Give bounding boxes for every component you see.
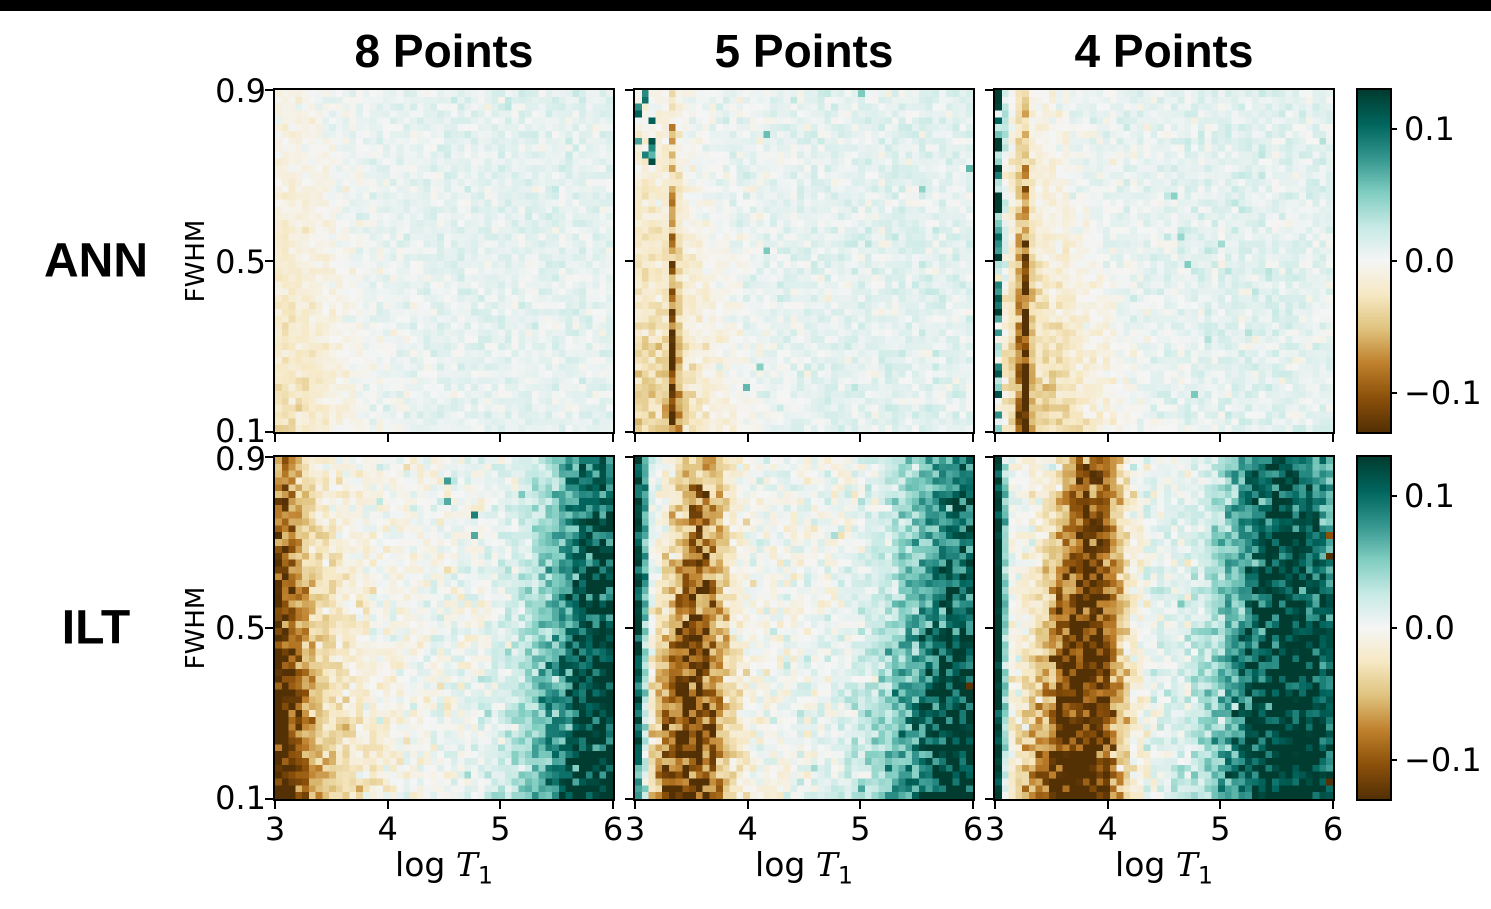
- top-border-bar: [0, 0, 1491, 11]
- colorbar-tick-label: 0.0: [1404, 242, 1455, 280]
- colorbar-tick-mark: [1390, 128, 1397, 131]
- x-tick-label: 4: [1097, 810, 1118, 848]
- row-label-ilt: ILT: [61, 601, 131, 655]
- heatmap-canvas: [995, 457, 1333, 799]
- x-tick-mark: [972, 801, 974, 809]
- colorbar-tick-mark: [1390, 758, 1397, 761]
- y-tick-mark: [265, 260, 273, 262]
- y-tick-label: 0.5: [215, 609, 266, 647]
- x-tick-label: 5: [1210, 810, 1231, 848]
- y-tick-mark: [265, 798, 273, 800]
- y-tick-mark: [985, 627, 993, 629]
- x-tick-mark: [612, 801, 614, 809]
- x-tick-label: 5: [850, 810, 871, 848]
- column-title-4-points: 4 Points: [1074, 25, 1254, 77]
- y-tick-mark: [265, 89, 273, 91]
- heatmap-panel-ilt-5-points: [633, 455, 975, 801]
- x-tick-mark: [1106, 801, 1109, 809]
- x-tick-mark: [499, 801, 502, 809]
- heatmap-canvas: [995, 90, 1333, 432]
- y-tick-label: 0.1: [215, 779, 266, 817]
- heatmap-canvas: [275, 457, 613, 799]
- heatmap-panel-ann-4-points: [993, 88, 1335, 434]
- x-tick-label: 4: [737, 810, 758, 848]
- y-tick-mark: [985, 456, 993, 458]
- x-tick-mark: [859, 801, 862, 809]
- colorbar-tick-label: −0.1: [1404, 373, 1482, 412]
- x-tick-mark: [274, 434, 276, 442]
- colorbar-tick-label: 0.0: [1404, 609, 1455, 647]
- x-tick-mark: [1219, 434, 1222, 442]
- y-tick-mark: [265, 431, 273, 433]
- x-tick-label: 6: [602, 810, 624, 848]
- colorbar-gradient: [1358, 457, 1390, 799]
- x-axis-label: log T1: [755, 845, 853, 890]
- x-tick-mark: [859, 434, 862, 442]
- heatmap-canvas: [275, 90, 613, 432]
- x-tick-label: 6: [1322, 810, 1344, 848]
- y-tick-mark: [625, 627, 633, 629]
- heatmap-panel-ilt-8-points: [273, 455, 615, 801]
- y-tick-label: 0.9: [215, 72, 266, 110]
- x-tick-mark: [972, 434, 974, 442]
- y-tick-label: 0.5: [215, 243, 266, 281]
- heatmap-canvas: [635, 90, 973, 432]
- y-tick-mark: [985, 260, 993, 262]
- y-tick-mark: [265, 627, 273, 629]
- colorbar-bottom: [1356, 455, 1392, 801]
- y-tick-mark: [985, 89, 993, 91]
- x-tick-mark: [634, 801, 636, 809]
- y-tick-mark: [985, 798, 993, 800]
- column-title-5-points: 5 Points: [714, 25, 894, 77]
- heatmap-canvas: [635, 457, 973, 799]
- x-tick-mark: [386, 801, 389, 809]
- x-tick-label: 3: [264, 810, 286, 848]
- colorbar-gradient: [1358, 90, 1390, 432]
- y-tick-mark: [985, 431, 993, 433]
- x-tick-label: 5: [490, 810, 511, 848]
- x-axis-label: log T1: [1115, 845, 1213, 890]
- y-tick-mark: [625, 798, 633, 800]
- x-tick-mark: [1332, 434, 1334, 442]
- x-tick-mark: [1219, 801, 1222, 809]
- colorbar-tick-label: −0.1: [1404, 740, 1482, 779]
- x-tick-mark: [994, 434, 996, 442]
- x-tick-mark: [746, 801, 749, 809]
- heatmap-panel-ann-5-points: [633, 88, 975, 434]
- x-tick-label: 3: [984, 810, 1006, 848]
- colorbar-tick-mark: [1390, 495, 1397, 498]
- x-tick-mark: [274, 801, 276, 809]
- x-axis-label: log T1: [395, 845, 493, 890]
- colorbar-top: [1356, 88, 1392, 434]
- column-title-8-points: 8 Points: [354, 25, 534, 77]
- x-tick-mark: [994, 801, 996, 809]
- y-tick-mark: [625, 431, 633, 433]
- x-tick-mark: [634, 434, 636, 442]
- x-tick-label: 6: [962, 810, 984, 848]
- heatmap-panel-ilt-4-points: [993, 455, 1335, 801]
- x-tick-mark: [1106, 434, 1109, 442]
- colorbar-tick-label: 0.1: [1404, 477, 1455, 516]
- colorbar-tick-mark: [1390, 627, 1397, 629]
- colorbar-tick-label: 0.1: [1404, 110, 1455, 149]
- x-tick-mark: [612, 434, 614, 442]
- colorbar-tick-mark: [1390, 391, 1397, 394]
- x-tick-mark: [1332, 801, 1334, 809]
- x-tick-mark: [746, 434, 749, 442]
- x-tick-label: 3: [624, 810, 646, 848]
- x-tick-label: 4: [377, 810, 398, 848]
- colorbar-tick-mark: [1390, 260, 1397, 262]
- heatmap-panel-ann-8-points: [273, 88, 615, 434]
- x-tick-mark: [386, 434, 389, 442]
- y-tick-label: 0.1: [215, 412, 266, 450]
- y-tick-mark: [625, 260, 633, 262]
- y-tick-mark: [265, 456, 273, 458]
- row-label-ann: ANN: [44, 234, 148, 288]
- y-tick-mark: [625, 89, 633, 91]
- y-tick-label: 0.9: [215, 440, 266, 478]
- x-tick-mark: [499, 434, 502, 442]
- y-tick-mark: [625, 456, 633, 458]
